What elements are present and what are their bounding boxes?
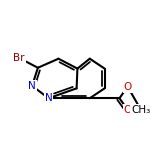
Text: N: N <box>28 81 36 91</box>
Text: Br: Br <box>13 53 25 63</box>
Text: N: N <box>45 93 52 103</box>
Text: O: O <box>124 105 132 115</box>
Text: CH₃: CH₃ <box>131 105 150 115</box>
Text: O: O <box>124 82 132 92</box>
